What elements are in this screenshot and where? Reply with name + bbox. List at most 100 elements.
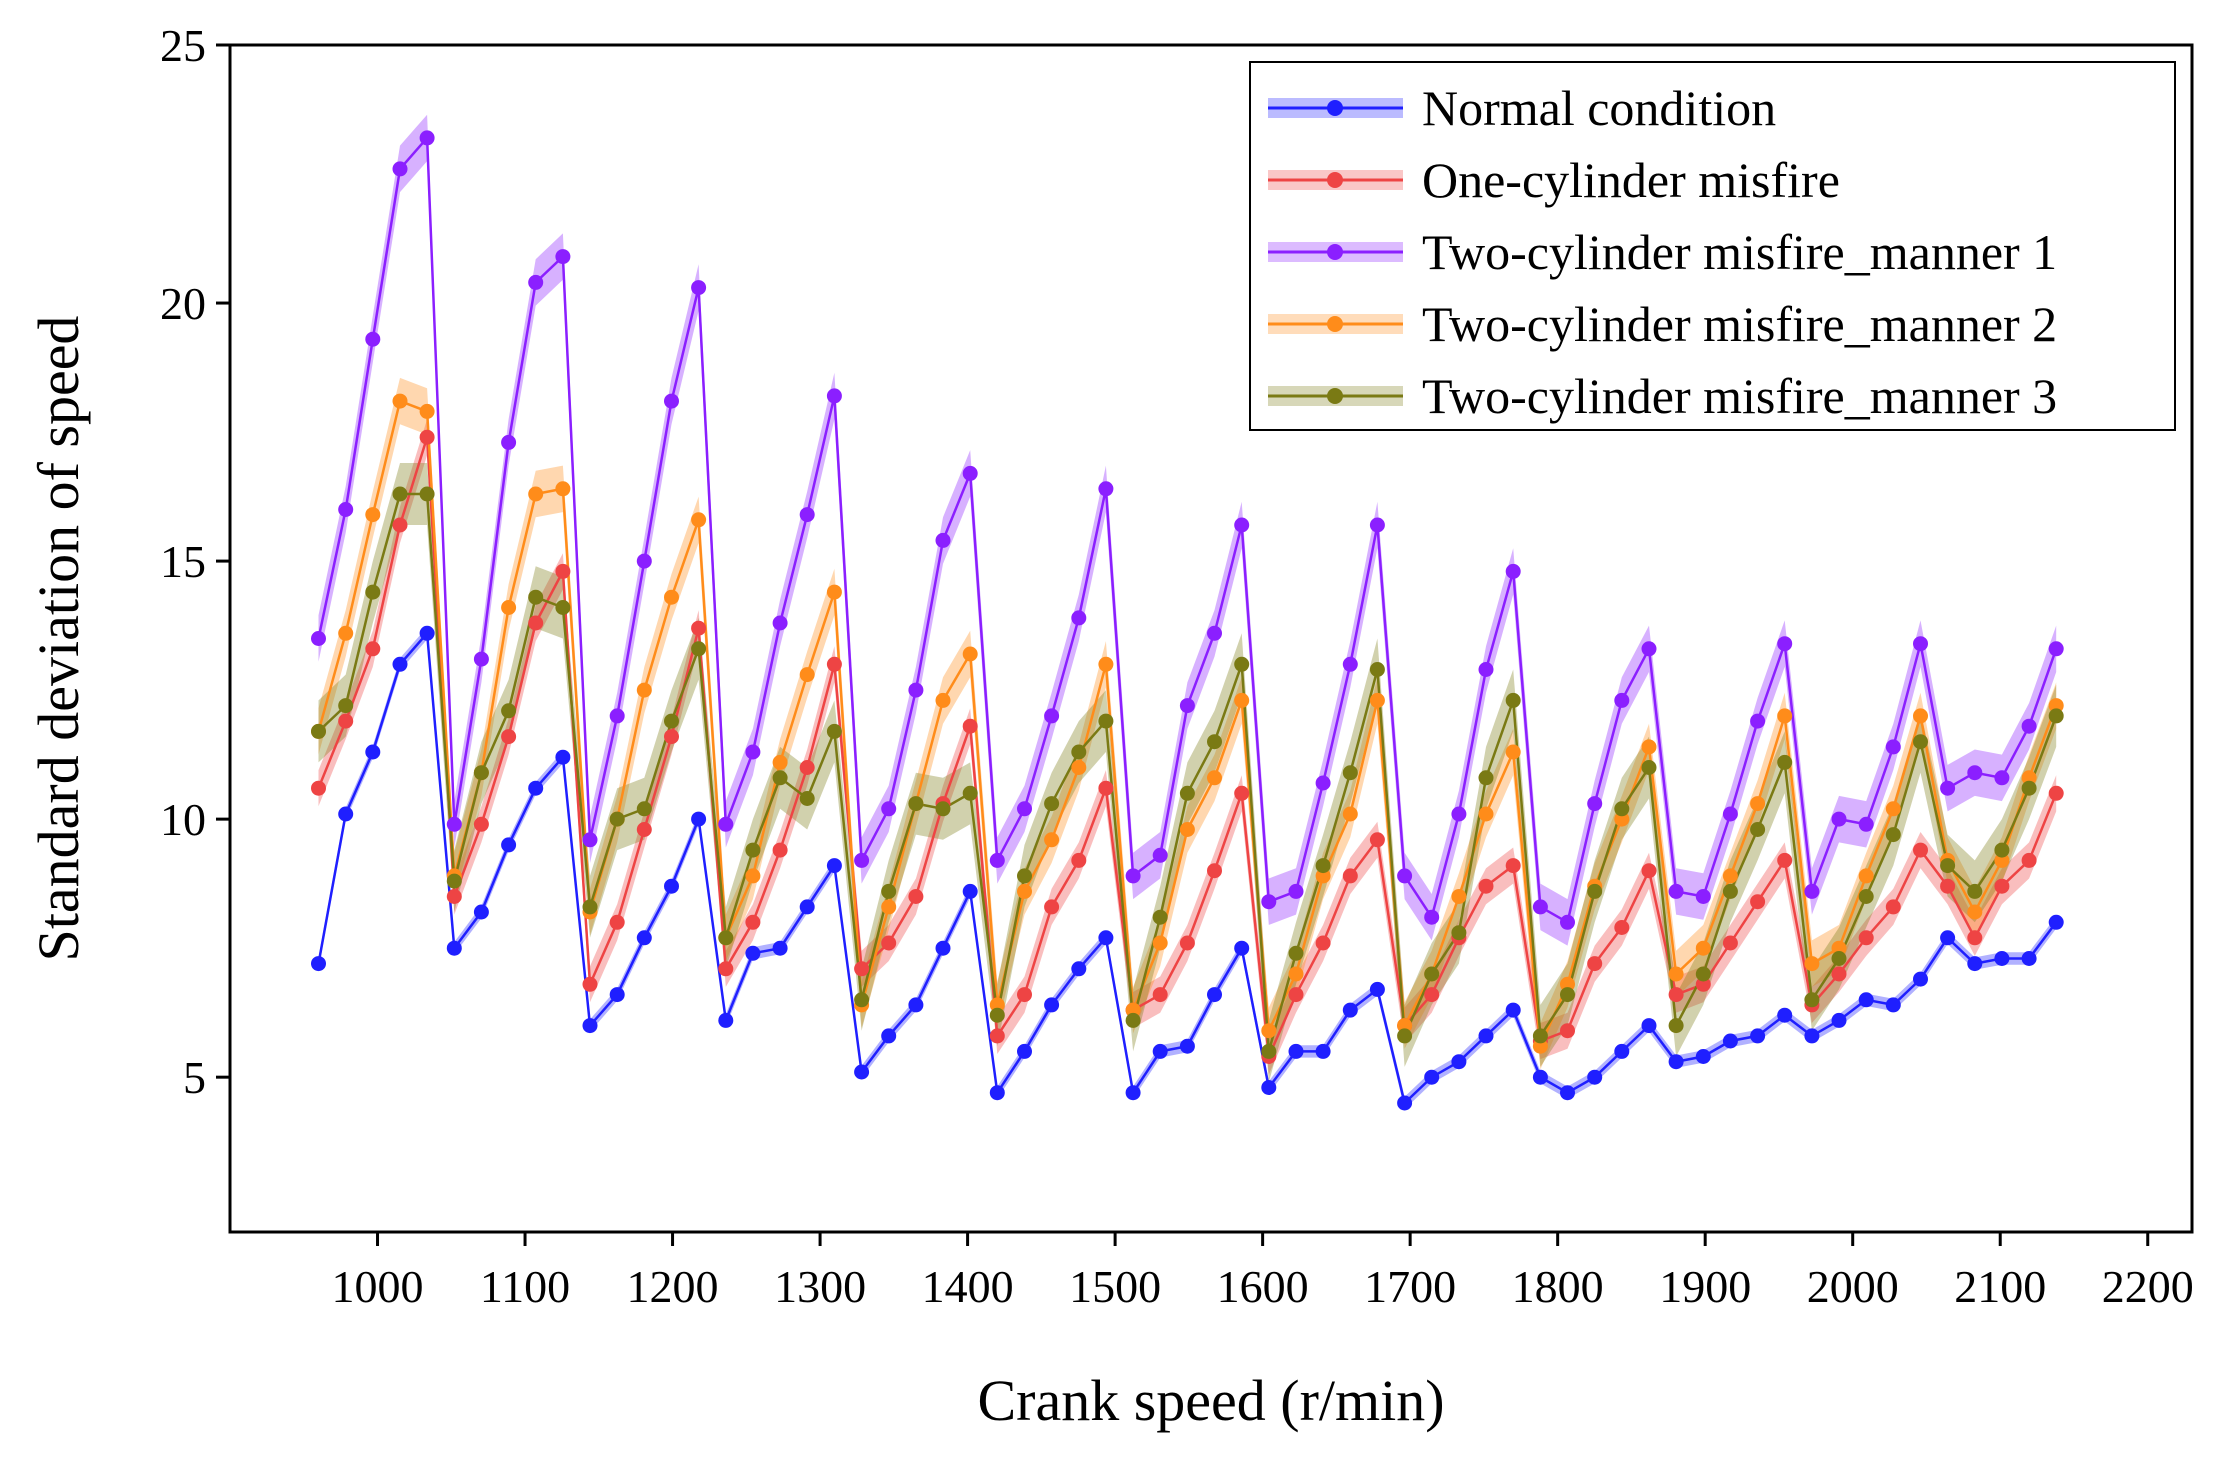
point-series-2-30 — [1125, 868, 1141, 884]
point-series-3-50 — [1668, 966, 1684, 982]
legend-label-1: One-cylinder misfire — [1422, 152, 1840, 208]
point-series-1-15 — [718, 961, 734, 977]
point-series-0-12 — [636, 930, 652, 946]
point-series-4-59 — [1913, 734, 1928, 750]
point-series-2-20 — [854, 852, 870, 868]
point-series-1-0 — [311, 780, 326, 796]
point-series-2-59 — [1913, 636, 1928, 652]
point-series-4-18 — [799, 791, 815, 806]
point-series-3-45 — [1532, 1038, 1548, 1054]
point-series-0-44 — [1505, 1002, 1521, 1018]
x-tick-label: 2000 — [1807, 1261, 1899, 1312]
point-series-1-25 — [989, 1028, 1005, 1044]
point-series-4-15 — [718, 930, 734, 946]
point-series-2-64 — [2048, 641, 2064, 657]
point-series-1-39 — [1369, 832, 1385, 848]
point-series-2-54 — [1777, 636, 1793, 652]
point-series-4-7 — [501, 703, 517, 719]
point-series-0-37 — [1315, 1043, 1331, 1059]
point-series-0-63 — [2021, 951, 2037, 966]
point-series-3-3 — [392, 393, 408, 409]
legend-label-4: Two-cylinder misfire_manner 3 — [1422, 368, 2057, 424]
point-series-2-4 — [419, 130, 435, 146]
point-series-0-18 — [799, 899, 815, 915]
point-series-4-47 — [1587, 883, 1603, 899]
point-series-3-16 — [745, 868, 761, 884]
point-series-2-47 — [1587, 796, 1603, 812]
point-series-4-61 — [1967, 883, 1983, 899]
point-series-1-22 — [908, 889, 924, 904]
point-series-2-50 — [1668, 883, 1684, 899]
point-series-3-31 — [1152, 935, 1168, 951]
point-series-0-60 — [1940, 930, 1956, 946]
point-series-0-28 — [1071, 961, 1087, 977]
point-series-4-24 — [962, 785, 978, 801]
point-series-1-11 — [609, 914, 625, 930]
point-series-3-39 — [1369, 692, 1385, 708]
point-series-0-61 — [1967, 956, 1983, 972]
point-series-1-1 — [338, 713, 354, 729]
point-series-1-31 — [1152, 987, 1168, 1003]
point-series-0-9 — [555, 749, 571, 765]
point-series-2-51 — [1695, 889, 1711, 904]
x-tick-label: 1200 — [627, 1261, 719, 1312]
point-series-1-5 — [446, 889, 462, 904]
point-series-2-31 — [1152, 847, 1168, 863]
legend-items: Normal condition One-cylinder misfire Two-… — [1268, 80, 2057, 424]
point-series-2-52 — [1722, 806, 1738, 822]
point-series-3-53 — [1750, 796, 1766, 812]
point-series-2-36 — [1288, 883, 1304, 899]
point-series-3-55 — [1804, 956, 1820, 972]
point-series-4-9 — [555, 600, 571, 615]
plot-frame — [228, 43, 2194, 1234]
point-series-2-3 — [392, 161, 408, 177]
legend-box — [1249, 61, 2176, 431]
point-series-1-20 — [854, 961, 870, 977]
point-series-0-32 — [1179, 1038, 1195, 1054]
point-series-3-32 — [1179, 822, 1195, 837]
point-series-0-22 — [908, 997, 924, 1013]
point-series-2-44 — [1505, 563, 1521, 579]
point-series-1-4 — [419, 429, 435, 445]
point-series-4-21 — [881, 883, 897, 899]
point-series-1-21 — [881, 935, 897, 951]
point-series-2-27 — [1044, 708, 1060, 724]
point-series-2-9 — [555, 249, 571, 265]
point-series-3-48 — [1614, 811, 1630, 827]
band-series-1 — [318, 419, 2057, 1075]
point-series-1-8 — [528, 615, 544, 631]
point-series-2-46 — [1560, 914, 1575, 930]
point-series-0-57 — [1858, 992, 1874, 1008]
point-series-3-49 — [1641, 739, 1657, 755]
point-series-2-40 — [1397, 868, 1413, 884]
point-series-1-57 — [1858, 930, 1874, 946]
point-series-4-12 — [636, 801, 652, 817]
point-series-3-2 — [365, 507, 381, 523]
point-series-3-13 — [664, 589, 679, 605]
point-series-1-49 — [1641, 863, 1657, 879]
point-series-1-10 — [582, 976, 598, 992]
point-series-3-12 — [636, 682, 652, 698]
point-series-4-51 — [1695, 966, 1711, 982]
point-series-1-16 — [745, 914, 761, 930]
point-series-1-64 — [2048, 785, 2064, 801]
point-series-1-29 — [1098, 780, 1114, 796]
point-series-0-30 — [1125, 1085, 1141, 1101]
point-series-2-12 — [636, 553, 652, 569]
point-series-1-14 — [691, 620, 707, 636]
x-tick-label: 1400 — [922, 1261, 1014, 1312]
point-series-2-41 — [1424, 909, 1440, 925]
point-series-4-57 — [1858, 889, 1874, 904]
point-series-4-38 — [1342, 765, 1358, 781]
x-tick-label: 1600 — [1217, 1261, 1309, 1312]
legend-label-3: Two-cylinder misfire_manner 2 — [1422, 296, 2057, 352]
point-series-0-24 — [962, 883, 978, 899]
point-series-4-36 — [1288, 945, 1304, 961]
point-series-0-50 — [1668, 1054, 1684, 1070]
point-series-4-37 — [1315, 858, 1331, 874]
point-series-4-4 — [419, 486, 435, 502]
point-series-1-54 — [1777, 852, 1793, 868]
point-series-4-29 — [1098, 713, 1114, 729]
point-series-1-53 — [1750, 894, 1766, 910]
